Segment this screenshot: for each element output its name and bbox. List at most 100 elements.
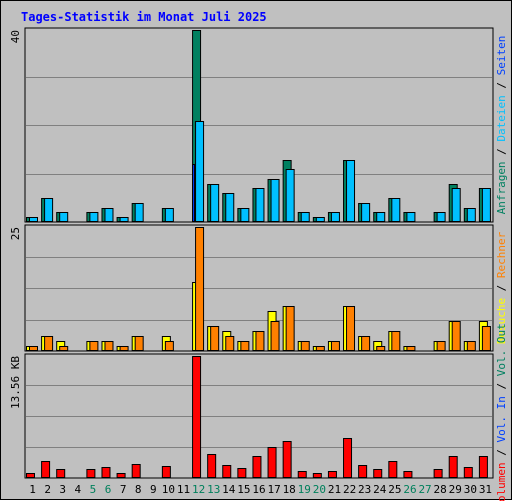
legend-besuche-rechner: Besuche / Rechner [495, 231, 508, 344]
bar-rechner-24 [376, 346, 386, 351]
bar-rechner-10 [164, 341, 174, 351]
bar-dateien-30 [466, 208, 476, 222]
x-tick-label-20: 20 [313, 483, 326, 496]
bar-rechner-18 [285, 306, 295, 351]
legend-entry: / [495, 278, 508, 298]
x-tick-label-12: 12 [192, 483, 205, 496]
bar-dateien-25 [391, 198, 401, 222]
x-tick-label-29: 29 [449, 483, 462, 496]
bar-dateien-19 [300, 212, 310, 222]
bar-dateien-3 [59, 212, 69, 222]
bar-dateien-7 [119, 217, 129, 222]
bar-volumen-18 [282, 441, 292, 478]
x-tick-label-11: 11 [177, 483, 190, 496]
bar-dateien-23 [361, 203, 371, 222]
bar-volumen-8 [131, 464, 141, 478]
bar-rechner-21 [330, 341, 340, 351]
bar-volumen-24 [373, 469, 383, 478]
bar-dateien-17 [270, 179, 280, 222]
x-tick-label-19: 19 [298, 483, 311, 496]
bar-volumen-6 [101, 467, 111, 478]
bar-volumen-10 [161, 466, 171, 478]
bar-dateien-1 [29, 217, 38, 222]
x-tick-label-14: 14 [222, 483, 236, 496]
bar-dateien-6 [104, 208, 114, 222]
x-tick-label-15: 15 [237, 483, 250, 496]
bar-rechner-13 [210, 326, 220, 351]
x-tick-label-3: 3 [59, 483, 66, 496]
x-tick-label-26: 26 [403, 483, 416, 496]
bar-volumen-29 [448, 456, 458, 478]
bar-volumen-7 [116, 473, 126, 478]
x-tick-label-6: 6 [105, 483, 112, 496]
y-max-label-besuche-rechner: 25 [9, 227, 22, 240]
bar-volumen-23 [358, 465, 368, 478]
bar-rechner-12 [195, 227, 205, 351]
bar-volumen-26 [403, 471, 413, 478]
x-tick-label-27: 27 [418, 483, 431, 496]
legend-anfragen-dateien-seiten: Anfragen / Dateien / Seiten [495, 36, 508, 215]
bar-rechner-23 [361, 336, 371, 351]
x-tick-label-7: 7 [120, 483, 127, 496]
legend-entry: Vol. Out [495, 323, 508, 376]
bar-rechner-14 [225, 336, 235, 351]
bar-volumen-19 [297, 471, 307, 478]
bar-dateien-15 [240, 208, 250, 222]
x-tick-label-4: 4 [75, 483, 82, 496]
x-tick-label-5: 5 [90, 483, 97, 496]
bar-rechner-6 [104, 341, 114, 351]
bar-rechner-17 [270, 321, 280, 351]
bar-rechner-16 [255, 331, 265, 351]
bar-volumen-17 [267, 447, 277, 478]
bar-dateien-20 [315, 217, 325, 222]
bar-rechner-30 [466, 341, 476, 351]
legend-entry: / [495, 376, 508, 396]
y-max-label-anfragen-dateien-seiten: 40 [9, 30, 22, 43]
legend-entry: Dateien [495, 95, 508, 141]
bar-rechner-5 [89, 341, 99, 351]
x-tick-label-10: 10 [162, 483, 175, 496]
x-tick-label-28: 28 [434, 483, 447, 496]
bar-volumen-1 [26, 473, 35, 478]
legend-entry: / [495, 75, 508, 95]
bar-dateien-13 [210, 184, 220, 222]
legend-volumen: Volumen / Vol. In / Vol. Out [495, 323, 508, 501]
x-tick-label-16: 16 [252, 483, 265, 496]
bar-rechner-3 [59, 346, 69, 351]
bar-dateien-12 [195, 121, 205, 222]
bar-rechner-25 [391, 331, 401, 351]
y-max-label-volumen: 13.56 KB [9, 356, 22, 409]
bar-rechner-31 [481, 326, 491, 351]
bar-rechner-8 [134, 336, 144, 351]
legend-entry: Volumen [495, 462, 508, 501]
legend-entry: Vol. In [495, 396, 508, 442]
legend-entry: Seiten [495, 36, 508, 76]
x-tick-label-24: 24 [373, 483, 387, 496]
bar-dateien-5 [89, 212, 99, 222]
bar-volumen-3 [56, 469, 66, 478]
bar-rechner-28 [436, 341, 446, 351]
bar-dateien-29 [451, 188, 461, 222]
bar-rechner-7 [119, 346, 129, 351]
bar-volumen-31 [478, 456, 488, 478]
x-tick-label-30: 30 [464, 483, 477, 496]
bar-dateien-24 [376, 212, 386, 222]
bar-dateien-28 [436, 212, 446, 222]
x-tick-label-31: 31 [479, 483, 492, 496]
bar-seiten-12 [192, 164, 196, 222]
bar-dateien-18 [285, 169, 295, 222]
legend-entry: / [495, 142, 508, 162]
bar-volumen-28 [433, 469, 443, 478]
bar-volumen-14 [222, 465, 232, 478]
legend-entry: / [495, 442, 508, 462]
bar-volumen-12 [192, 356, 202, 478]
x-tick-label-18: 18 [283, 483, 296, 496]
bar-rechner-22 [346, 306, 356, 351]
bar-rechner-1 [29, 346, 38, 351]
legend-entry: Besuche [495, 298, 508, 344]
bar-volumen-20 [312, 473, 322, 478]
x-tick-label-21: 21 [328, 483, 341, 496]
bar-volumen-2 [41, 461, 51, 478]
legend-entry: Rechner [495, 231, 508, 278]
